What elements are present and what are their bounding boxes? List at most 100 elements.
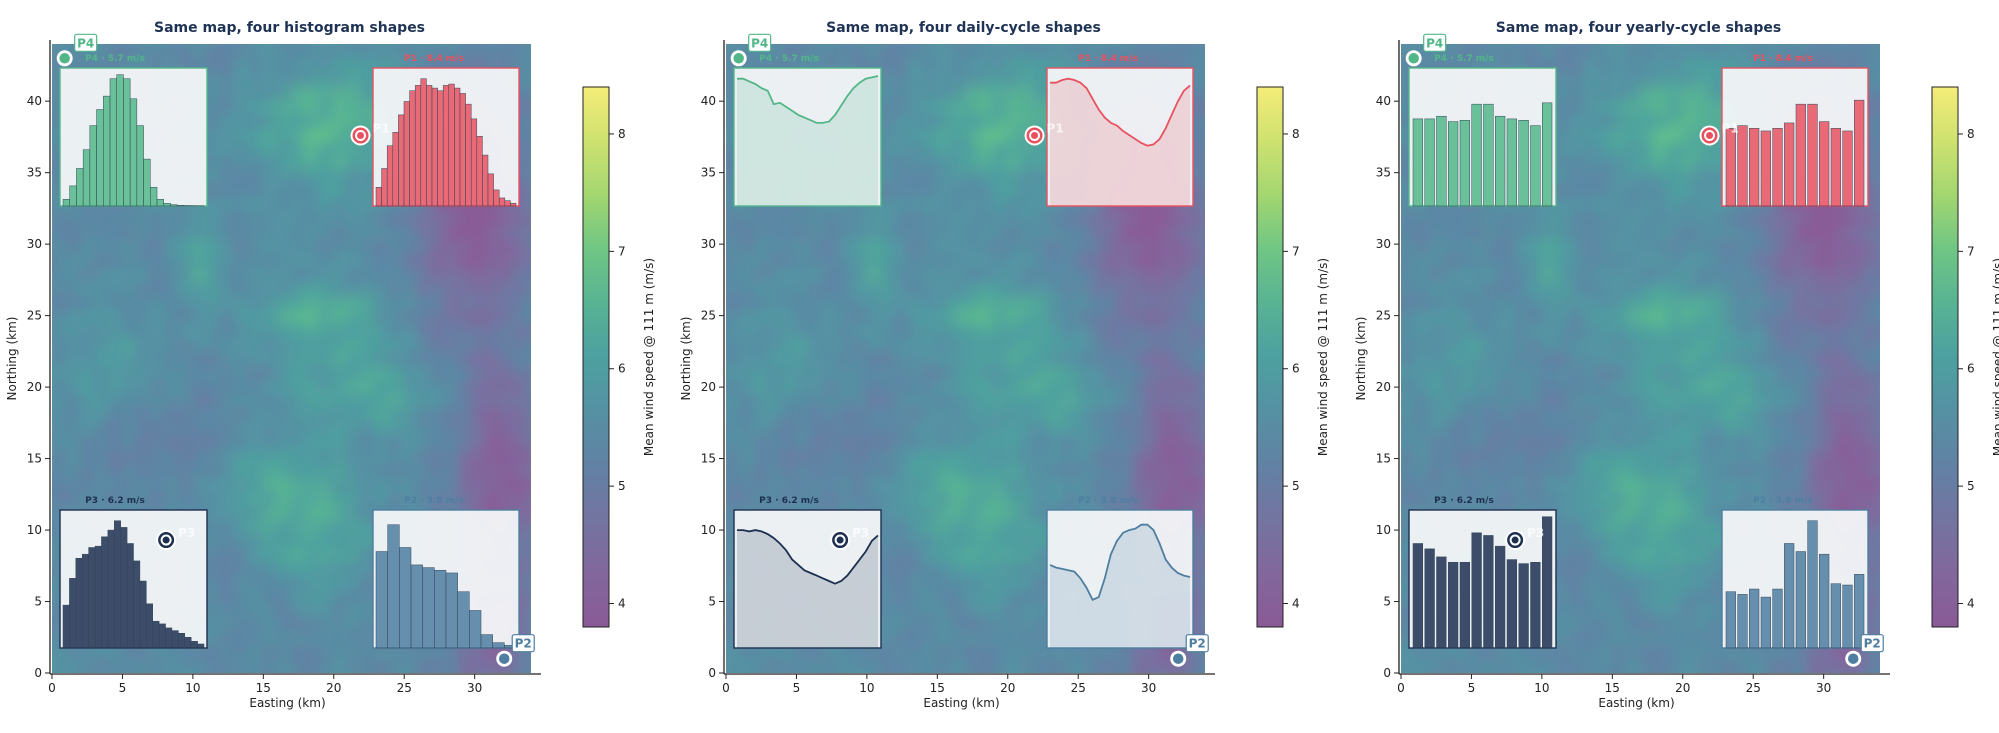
point-label: P4 xyxy=(751,36,768,50)
map-cell xyxy=(360,212,375,227)
map-cell xyxy=(1779,44,1794,59)
map-cell xyxy=(1034,520,1049,535)
map-cell xyxy=(796,478,811,493)
map-cell xyxy=(402,366,417,381)
map-cell xyxy=(894,86,909,101)
map-cell xyxy=(1401,352,1402,367)
map-cell xyxy=(164,394,179,409)
map-cell xyxy=(1118,660,1133,673)
map-cell xyxy=(178,296,193,311)
map-cell xyxy=(150,338,165,353)
map-cell xyxy=(1006,72,1021,87)
map-cell xyxy=(388,226,403,241)
map-cell xyxy=(782,44,797,59)
map-cell xyxy=(950,212,965,227)
map-cell xyxy=(318,590,333,605)
map-cell xyxy=(1583,366,1598,381)
map-cell xyxy=(262,646,277,661)
map-cell xyxy=(1132,436,1147,451)
map-cell xyxy=(444,44,459,45)
map-cell xyxy=(936,632,951,647)
map-cell xyxy=(1146,254,1161,269)
bar xyxy=(176,205,185,207)
map-cell xyxy=(1401,212,1416,227)
map-cell xyxy=(782,268,797,283)
map-cell xyxy=(1569,184,1584,199)
map-cell xyxy=(430,44,445,59)
map-cell xyxy=(1132,478,1147,493)
map-cell xyxy=(262,394,277,409)
map-cell xyxy=(1527,310,1542,325)
map-cell xyxy=(332,604,347,619)
map-cell xyxy=(1639,156,1654,171)
map-cell xyxy=(136,338,151,353)
map-cell xyxy=(374,324,389,339)
map-cell xyxy=(1681,408,1696,423)
map-cell xyxy=(1471,338,1486,353)
map-cell xyxy=(1048,408,1063,423)
map-cell xyxy=(332,618,347,633)
map-cell xyxy=(922,492,937,507)
cycle-line xyxy=(737,75,879,124)
map-cell xyxy=(234,618,249,633)
bar xyxy=(392,132,399,207)
map-cell xyxy=(1569,492,1584,507)
map-cell xyxy=(1513,380,1528,395)
map-cell xyxy=(66,422,81,437)
map-cell xyxy=(304,282,319,297)
map-cell xyxy=(1639,338,1654,353)
map-cell xyxy=(936,282,951,297)
map-cell xyxy=(500,674,515,689)
map-cell xyxy=(1160,226,1175,241)
map-cell xyxy=(150,282,165,297)
map-cell xyxy=(220,366,235,381)
map-cell xyxy=(936,128,951,143)
map-cell xyxy=(1625,324,1640,339)
map-cell xyxy=(978,604,993,619)
map-cell xyxy=(290,44,305,59)
map-cell xyxy=(1723,212,1738,227)
bar xyxy=(101,536,109,649)
map-cell xyxy=(1807,226,1822,241)
map-cell xyxy=(528,240,531,255)
map-cell xyxy=(950,478,965,493)
map-cell xyxy=(248,492,263,507)
map-cell xyxy=(1765,296,1780,311)
map-cell xyxy=(234,604,249,619)
map-cell xyxy=(1583,296,1598,311)
map-cell xyxy=(248,464,263,479)
map-cell xyxy=(1863,212,1878,227)
map-cell xyxy=(220,86,235,101)
map-cell xyxy=(360,674,375,689)
map-cell xyxy=(838,282,853,297)
map-cell xyxy=(1695,268,1710,283)
map-cell xyxy=(978,142,993,157)
map-cell xyxy=(514,338,529,353)
map-cell xyxy=(1891,450,1906,465)
map-cell xyxy=(1006,576,1021,591)
map-cell xyxy=(950,324,965,339)
map-cell xyxy=(1188,464,1203,479)
map-cell xyxy=(936,436,951,451)
map-cell xyxy=(276,100,291,115)
map-cell xyxy=(430,324,445,339)
map-cell xyxy=(1695,254,1710,269)
map-cell xyxy=(1597,324,1612,339)
map-cell xyxy=(1160,254,1175,269)
map-cell xyxy=(234,450,249,465)
map-cell xyxy=(1779,338,1794,353)
map-cell xyxy=(52,324,53,339)
map-cell xyxy=(1202,492,1205,507)
map-cell xyxy=(234,114,249,129)
map-cell xyxy=(192,282,207,297)
map-cell xyxy=(444,268,459,283)
map-cell xyxy=(1877,184,1880,199)
map-cell xyxy=(992,464,1007,479)
map-cell xyxy=(950,184,965,199)
map-cell xyxy=(192,296,207,311)
colorbar-label: Mean wind speed @ 111 m (m/s) xyxy=(1316,258,1330,456)
map-cell xyxy=(1415,282,1430,297)
map-cell xyxy=(1485,282,1500,297)
map-cell xyxy=(894,478,909,493)
map-cell xyxy=(234,58,249,73)
